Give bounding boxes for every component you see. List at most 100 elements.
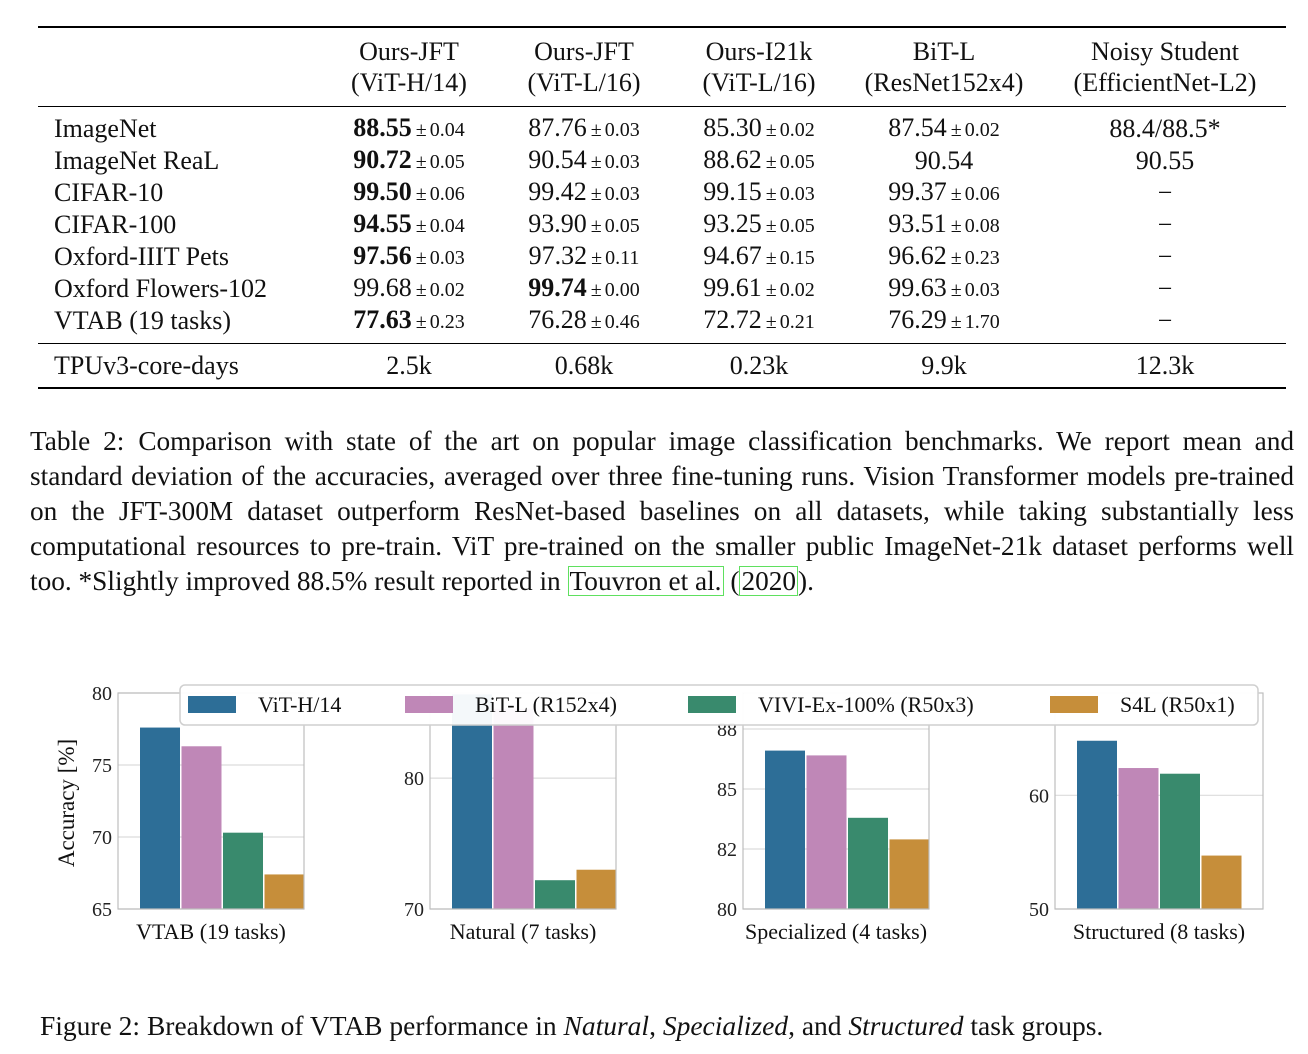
table-cell: 90.54 xyxy=(844,145,1044,177)
cell-value: − xyxy=(1157,274,1173,304)
row-label: TPUv3-core-days xyxy=(54,350,239,380)
cell-value: 97.32 xyxy=(528,241,588,271)
table-row: TPUv3-core-days 2.5k 0.68k 0.23k 9.9k 12… xyxy=(38,344,1286,388)
bar-vivi-ex-100-r50x3- xyxy=(848,817,888,909)
bar-vit-h-14 xyxy=(765,750,805,909)
plus-minus-sign: ± xyxy=(765,182,777,205)
table-row: ImageNet 88.55 ±0.04 87.76 ±0.03 85.30 ±0.02 87… xyxy=(38,106,1286,145)
std-dev: 0.03 xyxy=(604,182,640,205)
std-dev: 0.03 xyxy=(964,279,1000,302)
table-cell: 97.56 ±0.03 xyxy=(324,241,494,273)
std-dev: 0.23 xyxy=(429,311,465,334)
plus-minus-sign: ± xyxy=(590,150,602,173)
std-dev: 0.23 xyxy=(964,247,1000,270)
caption-text: Comparison with state of the art on popu… xyxy=(30,426,1294,596)
cell-value: 99.15 xyxy=(703,176,762,206)
table-cell: 94.55 ±0.04 xyxy=(324,209,494,241)
plus-minus-sign: ± xyxy=(415,279,427,302)
bar-bit-l-r152x4- xyxy=(1118,768,1159,909)
row-label: ImageNet xyxy=(54,113,157,143)
plus-minus-sign: ± xyxy=(415,150,427,173)
table-cell: 99.74 ±0.00 xyxy=(494,273,674,305)
plus-minus-sign: ± xyxy=(590,182,602,205)
table-caption: Table 2: Comparison with state of the art… xyxy=(30,426,1294,596)
cell-value: 76.29 xyxy=(888,305,947,335)
table-cell: 94.67 ±0.15 xyxy=(674,241,844,273)
citation-year-link[interactable]: 2020 xyxy=(739,566,799,596)
table-cell: 99.15 ±0.03 xyxy=(674,177,844,209)
table-cell: 99.63 ±0.03 xyxy=(844,273,1044,305)
best-value: 99.50 xyxy=(353,176,412,206)
std-dev: 0.05 xyxy=(779,150,815,173)
table-cell: 99.61 ±0.02 xyxy=(674,273,844,305)
bar-vivi-ex-100-r50x3- xyxy=(223,832,263,909)
y-axis-label: Accuracy [%] xyxy=(54,739,79,867)
legend-label: VIVI-Ex-100% (R50x3) xyxy=(758,692,974,717)
table-cell: 88.4/88.5* xyxy=(1044,106,1286,145)
legend-swatch xyxy=(1050,696,1098,713)
table-cell: 99.37 ±0.06 xyxy=(844,177,1044,209)
col-header: Ours-JFT (ViT-H/14) xyxy=(351,36,467,97)
bar-vit-h-14 xyxy=(1077,740,1117,909)
plus-minus-sign: ± xyxy=(765,214,777,237)
table-cell: 99.68 ±0.02 xyxy=(324,273,494,305)
cell-value: 90.55 xyxy=(1135,145,1195,175)
std-dev: 0.08 xyxy=(964,214,1000,237)
y-tick-label: 80 xyxy=(92,683,112,705)
std-dev: 0.46 xyxy=(604,311,640,334)
figure-bar-charts: 65 70 75 80 VTAB (19 tasks) 70 80 Natural (7 ta… xyxy=(0,675,1308,965)
std-dev: 0.03 xyxy=(779,182,815,205)
bar-s4l-r50x1- xyxy=(264,874,305,909)
x-axis-label: Structured (8 tasks) xyxy=(1073,919,1245,944)
header-empty xyxy=(38,27,324,106)
legend-label: ViT-H/14 xyxy=(258,692,341,717)
y-tick-label: 80 xyxy=(717,899,737,921)
plus-minus-sign: ± xyxy=(765,279,777,302)
cell-value: 94.67 xyxy=(703,241,762,271)
std-dev: 0.06 xyxy=(429,182,465,205)
cell-value: 93.51 xyxy=(888,208,947,238)
cell-value: 87.76 xyxy=(528,112,587,142)
cell-value: 90.54 xyxy=(914,145,974,175)
cell-value: 93.25 xyxy=(703,208,762,238)
row-label: CIFAR-10 xyxy=(54,177,164,207)
plus-minus-sign: ± xyxy=(950,247,962,270)
table-row: VTAB (19 tasks) 77.63 ±0.23 76.28 ±0.46 72.72… xyxy=(38,305,1286,344)
table-cell: 85.30 ±0.02 xyxy=(674,106,844,145)
std-dev: 0.04 xyxy=(429,214,465,237)
table-cell: 2.5k xyxy=(386,350,432,380)
legend-swatch xyxy=(688,696,736,713)
legend-swatch xyxy=(405,696,453,713)
cell-value: 90.54 xyxy=(528,144,587,174)
table-cell: 93.25 ±0.05 xyxy=(674,209,844,241)
cell-value: 88.62 xyxy=(703,144,762,174)
table-cell: 99.50 ±0.06 xyxy=(324,177,494,209)
plus-minus-sign: ± xyxy=(765,150,777,173)
table-cell: 88.55 ±0.04 xyxy=(324,106,494,145)
table-cell: 88.62 ±0.05 xyxy=(674,145,844,177)
best-value: 88.55 xyxy=(353,112,412,142)
citation-link[interactable]: Touvron et al. xyxy=(567,566,724,596)
table-cell: 90.54 ±0.03 xyxy=(494,145,674,177)
best-value: 94.55 xyxy=(353,208,412,238)
caption-label: Table 2: xyxy=(30,426,125,456)
caption-end: ). xyxy=(798,566,814,596)
plus-minus-sign: ± xyxy=(765,118,777,141)
table-cell: 12.3k xyxy=(1135,350,1195,380)
row-label: CIFAR-100 xyxy=(54,209,177,239)
y-tick-label: 50 xyxy=(1029,899,1049,921)
y-tick-label: 85 xyxy=(717,779,737,801)
plus-minus-sign: ± xyxy=(950,214,962,237)
table-cell: 93.90 ±0.05 xyxy=(494,209,674,241)
cell-value: − xyxy=(1157,306,1173,336)
plus-minus-sign: ± xyxy=(590,311,602,334)
cell-value: 87.54 xyxy=(888,112,947,142)
std-dev: 0.11 xyxy=(605,247,640,270)
std-dev: 0.03 xyxy=(429,247,465,270)
row-label: VTAB (19 tasks) xyxy=(54,306,232,336)
best-value: 90.72 xyxy=(353,144,412,174)
cell-value: − xyxy=(1157,242,1173,272)
std-dev: 0.03 xyxy=(604,118,640,141)
table-row: CIFAR-10 99.50 ±0.06 99.42 ±0.03 99.15 ±0.03 99… xyxy=(38,177,1286,209)
table-cell: 9.9k xyxy=(921,350,967,380)
